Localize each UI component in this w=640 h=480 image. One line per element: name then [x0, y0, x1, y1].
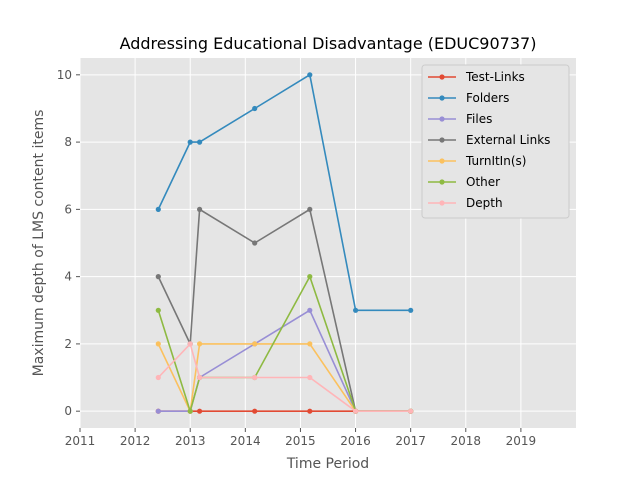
legend-item: Depth	[428, 196, 503, 210]
y-axis-ticks: 0 2 4 6 8 10	[57, 68, 80, 418]
legend-box	[421, 64, 570, 219]
data-point-depth	[155, 374, 161, 381]
x-tick-label: 2017	[395, 434, 426, 448]
x-tick-label: 2014	[230, 434, 261, 448]
data-point-external-links	[155, 274, 161, 280]
data-point-turnitin-s	[155, 341, 161, 347]
legend-item: Files	[428, 112, 492, 126]
data-point-depth	[252, 374, 258, 381]
legend-label: Test-Links	[465, 70, 525, 84]
legend-label: Depth	[466, 196, 503, 210]
x-axis-label: Time Period	[286, 456, 369, 472]
data-point-other	[155, 307, 161, 313]
y-tick-label: 8	[64, 135, 72, 149]
y-axis-label: Maximum depth of LMS content items	[31, 110, 47, 377]
data-point-test-links	[307, 408, 313, 414]
y-tick-label: 0	[64, 404, 72, 418]
x-tick-label: 2013	[175, 434, 206, 448]
x-tick-label: 2016	[340, 434, 371, 448]
legend-swatch-marker	[439, 179, 445, 185]
legend-swatch-marker	[439, 95, 445, 101]
legend-item: External Links	[428, 133, 550, 147]
data-point-files	[307, 307, 313, 313]
data-point-turnitin-s	[252, 341, 258, 347]
data-point-depth	[307, 374, 313, 381]
x-tick-label: 2015	[285, 434, 316, 448]
x-tick-label: 2018	[451, 434, 482, 448]
chart-title: Addressing Educational Disadvantage (EDU…	[120, 34, 537, 53]
legend-label: Folders	[466, 91, 509, 105]
y-tick-label: 10	[57, 68, 72, 82]
legend-swatch-marker	[439, 116, 445, 122]
x-tick-label: 2011	[65, 434, 96, 448]
series-layer	[155, 72, 414, 415]
legend-swatch-marker	[439, 74, 445, 80]
legend-label: External Links	[466, 133, 550, 147]
legend-item: TurnItIn(s)	[428, 154, 526, 168]
legend-swatch-marker	[439, 200, 445, 206]
data-point-other	[307, 274, 313, 280]
x-axis-ticks: 2011 2012 2013 2014 2015 2016 2017 2018 2019	[65, 428, 536, 448]
x-tick-label: 2012	[120, 434, 151, 448]
data-point-files	[155, 408, 161, 414]
data-point-external-links	[307, 206, 313, 212]
legend-label: TurnItIn(s)	[465, 154, 526, 168]
data-point-depth	[197, 374, 203, 381]
data-point-test-links	[252, 408, 258, 414]
data-point-folders	[408, 307, 414, 313]
data-point-folders	[155, 206, 161, 212]
data-point-test-links	[197, 408, 203, 414]
data-point-turnitin-s	[197, 341, 203, 347]
data-point-turnitin-s	[307, 341, 313, 347]
legend: Test-Links Folders Files External Links Turn…	[421, 64, 570, 219]
series-folders	[155, 72, 414, 313]
data-point-folders	[187, 139, 193, 145]
data-point-external-links	[252, 240, 258, 246]
data-point-depth	[187, 341, 193, 347]
legend-item: Folders	[428, 91, 509, 105]
y-tick-label: 4	[64, 270, 72, 284]
legend-label: Files	[466, 112, 492, 126]
legend-swatch-marker	[439, 137, 445, 143]
data-point-other	[187, 408, 193, 414]
series-depth	[155, 341, 414, 414]
data-point-folders	[252, 105, 258, 112]
data-point-depth	[353, 408, 359, 414]
y-tick-label: 2	[64, 337, 72, 351]
data-point-depth	[408, 408, 414, 414]
legend-item: Test-Links	[428, 70, 525, 84]
x-tick-label: 2019	[506, 434, 537, 448]
data-point-folders	[307, 72, 313, 78]
data-point-external-links	[197, 206, 203, 212]
data-point-folders	[353, 307, 359, 313]
legend-item: Other	[428, 175, 500, 189]
y-tick-label: 6	[64, 202, 72, 216]
data-point-folders	[197, 139, 203, 145]
legend-label: Other	[466, 175, 500, 189]
legend-swatch-marker	[439, 158, 445, 164]
